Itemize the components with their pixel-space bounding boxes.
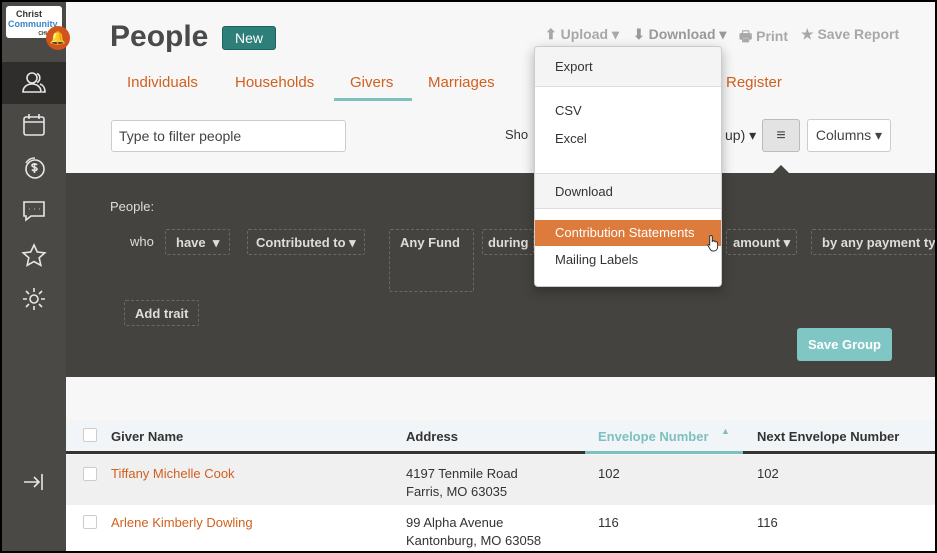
gear-icon: [23, 288, 45, 310]
address-cell: 4197 Tenmile Road Farris, MO 63035: [406, 465, 518, 501]
calendar-icon: [23, 114, 45, 136]
column-header-giver-name[interactable]: Giver Name: [111, 429, 184, 444]
download-dropdown-menu: Export CSV Excel Download Contribution S…: [534, 46, 722, 287]
address-cell: 99 Alpha Avenue Kantonburg, MO 63058: [406, 514, 541, 550]
chat-icon: [23, 201, 45, 222]
export-section-header: Export: [535, 47, 721, 87]
giver-name-link[interactable]: Arlene Kimberly Dowling: [111, 515, 253, 530]
list-icon: ≡: [776, 127, 786, 144]
contributed-select[interactable]: Contributed to ▾: [247, 229, 365, 255]
sidebar: Christ Community CHURCH 🔔: [2, 2, 70, 551]
menu-item-csv[interactable]: CSV: [555, 103, 582, 118]
row-checkbox[interactable]: [83, 467, 97, 481]
contributed-value: Contributed to: [256, 235, 346, 250]
tab-marriages[interactable]: Marriages: [428, 74, 495, 91]
people-label: People:: [110, 199, 155, 214]
address-line1: 99 Alpha Avenue: [406, 515, 504, 530]
download-label: Download: [648, 26, 716, 42]
upload-label: Upload: [560, 26, 609, 42]
envelope-number-cell: 116: [598, 515, 619, 530]
who-label: who: [130, 234, 154, 249]
menu-item-excel[interactable]: Excel: [555, 131, 587, 146]
show-label: Sho: [505, 127, 529, 142]
sidebar-item-people[interactable]: [2, 62, 66, 104]
menu-item-contribution-statements[interactable]: Contribution Statements: [535, 220, 721, 246]
sidebar-item-settings[interactable]: [2, 278, 66, 320]
filter-people-input[interactable]: Type to filter people: [111, 120, 346, 152]
star-icon: [21, 243, 47, 267]
select-all-checkbox[interactable]: [83, 428, 97, 442]
giving-icon: [25, 157, 45, 179]
tab-register[interactable]: Register: [726, 74, 782, 91]
column-header-next-envelope-number[interactable]: Next Envelope Number: [757, 429, 900, 444]
popover-pointer: [772, 165, 790, 174]
sidebar-item-collapse[interactable]: [2, 461, 66, 503]
page-title: People: [110, 20, 209, 53]
next-envelope-number-cell: 102: [757, 466, 779, 481]
save-report-button[interactable]: ★ Save Report: [801, 26, 900, 42]
collapse-icon: [24, 474, 43, 490]
active-tab-indicator: [334, 98, 412, 101]
show-select[interactable]: up) ▾: [725, 127, 757, 143]
giver-name-link[interactable]: Tiffany Michelle Cook: [111, 466, 235, 481]
address-line2: Kantonburg, MO 63058: [406, 533, 542, 548]
sorted-column-indicator: [585, 451, 743, 454]
table-row: Tiffany Michelle Cook 4197 Tenmile Road F…: [66, 455, 935, 505]
query-builder-panel: [66, 173, 935, 377]
have-select[interactable]: have ▾: [165, 229, 231, 255]
columns-button[interactable]: Columns ▾: [807, 119, 891, 152]
column-header-envelope-number[interactable]: Envelope Number: [598, 429, 709, 444]
row-checkbox[interactable]: [83, 515, 97, 529]
tab-households[interactable]: Households: [235, 74, 315, 91]
amount-value: amount: [733, 235, 780, 250]
table-row: Arlene Kimberly Dowling 99 Alpha Avenue K…: [66, 505, 935, 551]
amount-select[interactable]: amount ▾: [726, 229, 798, 255]
print-label: Print: [756, 28, 788, 44]
notification-bell-icon[interactable]: 🔔: [46, 26, 70, 50]
download-button[interactable]: ⬇ Download ▾: [633, 26, 727, 42]
tab-givers[interactable]: Givers: [350, 74, 394, 91]
download-section-header: Download: [535, 173, 721, 209]
sidebar-item-giving[interactable]: [2, 147, 66, 189]
during-select[interactable]: during: [482, 229, 535, 255]
have-value: have: [176, 235, 206, 250]
logo-text: Community: [8, 19, 58, 29]
save-report-label: Save Report: [817, 26, 900, 42]
address-line1: 4197 Tenmile Road: [406, 466, 518, 481]
fund-select[interactable]: Any Fund: [389, 229, 474, 292]
logo-text: Christ: [16, 9, 43, 19]
hand-cursor-icon: [707, 234, 719, 252]
sidebar-item-calendar[interactable]: [2, 104, 66, 146]
upload-button[interactable]: ⬆ Upload ▾: [545, 26, 619, 42]
address-line2: Farris, MO 63035: [406, 484, 508, 499]
new-button[interactable]: New: [222, 26, 276, 50]
list-view-button[interactable]: ≡: [762, 119, 800, 152]
sidebar-item-favorites[interactable]: [2, 235, 66, 277]
print-button[interactable]: 🖶 Print: [739, 28, 788, 44]
payment-type-select[interactable]: by any payment typ: [811, 229, 935, 255]
columns-label: Columns: [815, 127, 872, 143]
next-envelope-number-cell: 116: [757, 515, 778, 530]
column-header-address[interactable]: Address: [406, 429, 459, 444]
sort-ascending-icon: ▲: [721, 426, 730, 436]
sidebar-item-messages[interactable]: [2, 190, 66, 232]
save-group-button[interactable]: Save Group: [797, 328, 892, 361]
people-icon: [22, 72, 46, 93]
add-trait-button[interactable]: Add trait: [124, 300, 200, 326]
show-select-value: up): [725, 127, 746, 143]
menu-item-mailing-labels[interactable]: Mailing Labels: [555, 252, 639, 267]
table-header: [66, 420, 935, 454]
envelope-number-cell: 102: [598, 466, 620, 481]
tab-individuals[interactable]: Individuals: [127, 74, 198, 91]
